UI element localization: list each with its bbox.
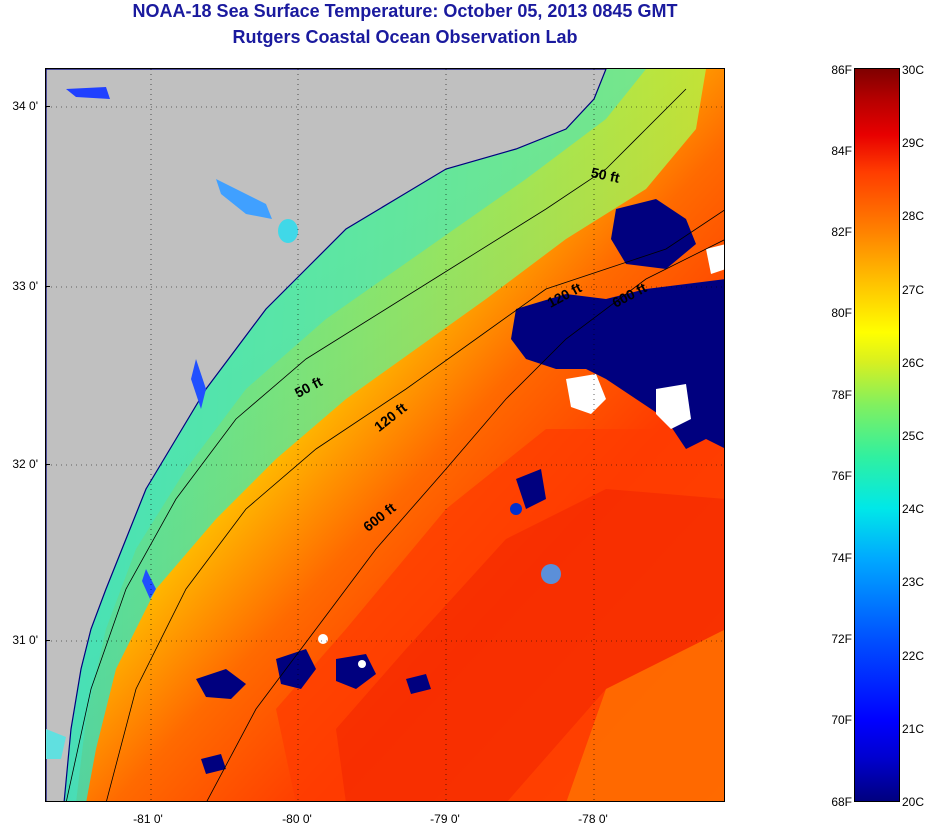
colorbar-c-label: 24C [902, 502, 925, 516]
colorbar-f-label: 76F [831, 469, 852, 483]
lat-label: 34 0' [12, 99, 38, 113]
map-grid [46, 69, 724, 801]
colorbar-c-label: 21C [902, 722, 925, 736]
lat-label: 31 0' [12, 633, 38, 647]
colorbar-f-label: 70F [831, 713, 852, 727]
ytick-left [45, 106, 50, 107]
isobath-contours [66, 88, 724, 801]
colorbar-f-label: 72F [831, 632, 852, 646]
ytick-left [45, 286, 50, 287]
lat-label: 32 0' [12, 457, 38, 471]
colorbar-c-label: 27C [902, 283, 925, 297]
land-area [46, 69, 607, 801]
colorbar-f-label: 68F [831, 795, 852, 809]
lon-label: -81 0' [133, 812, 163, 826]
colorbar-c-label: 22C [902, 649, 925, 663]
colorbar-f-label: 86F [831, 63, 852, 77]
lat-label: 33 0' [12, 279, 38, 293]
map-title: NOAA-18 Sea Surface Temperature: October… [132, 1, 678, 21]
colorbar-f-label: 78F [831, 388, 852, 402]
colorbar-c-label: 26C [902, 356, 925, 370]
colorbar-c-label: 30C [902, 63, 925, 77]
sst-map-canvas [46, 69, 724, 801]
colorbar-c-label: 28C [902, 209, 925, 223]
sst-map[interactable]: 50 ft 120 ft 600 ft 50 ft 120 ft 600 ft [45, 68, 725, 802]
colorbar-c-label: 25C [902, 429, 925, 443]
colorbar-c-label: 20C [902, 795, 925, 809]
colorbar-f-label: 74F [831, 551, 852, 565]
colorbar-c-label: 23C [902, 575, 925, 589]
ytick-left [45, 640, 50, 641]
ytick-left [45, 464, 50, 465]
lon-label: -78 0' [578, 812, 608, 826]
colorbar-f-label: 80F [831, 306, 852, 320]
colorbar-f-label: 82F [831, 225, 852, 239]
temperature-colorbar [854, 68, 900, 802]
map-subtitle: Rutgers Coastal Ocean Observation Lab [232, 27, 578, 47]
colorbar-f-label: 84F [831, 144, 852, 158]
colorbar-c-label: 29C [902, 136, 925, 150]
lon-label: -79 0' [430, 812, 460, 826]
lon-label: -80 0' [282, 812, 312, 826]
